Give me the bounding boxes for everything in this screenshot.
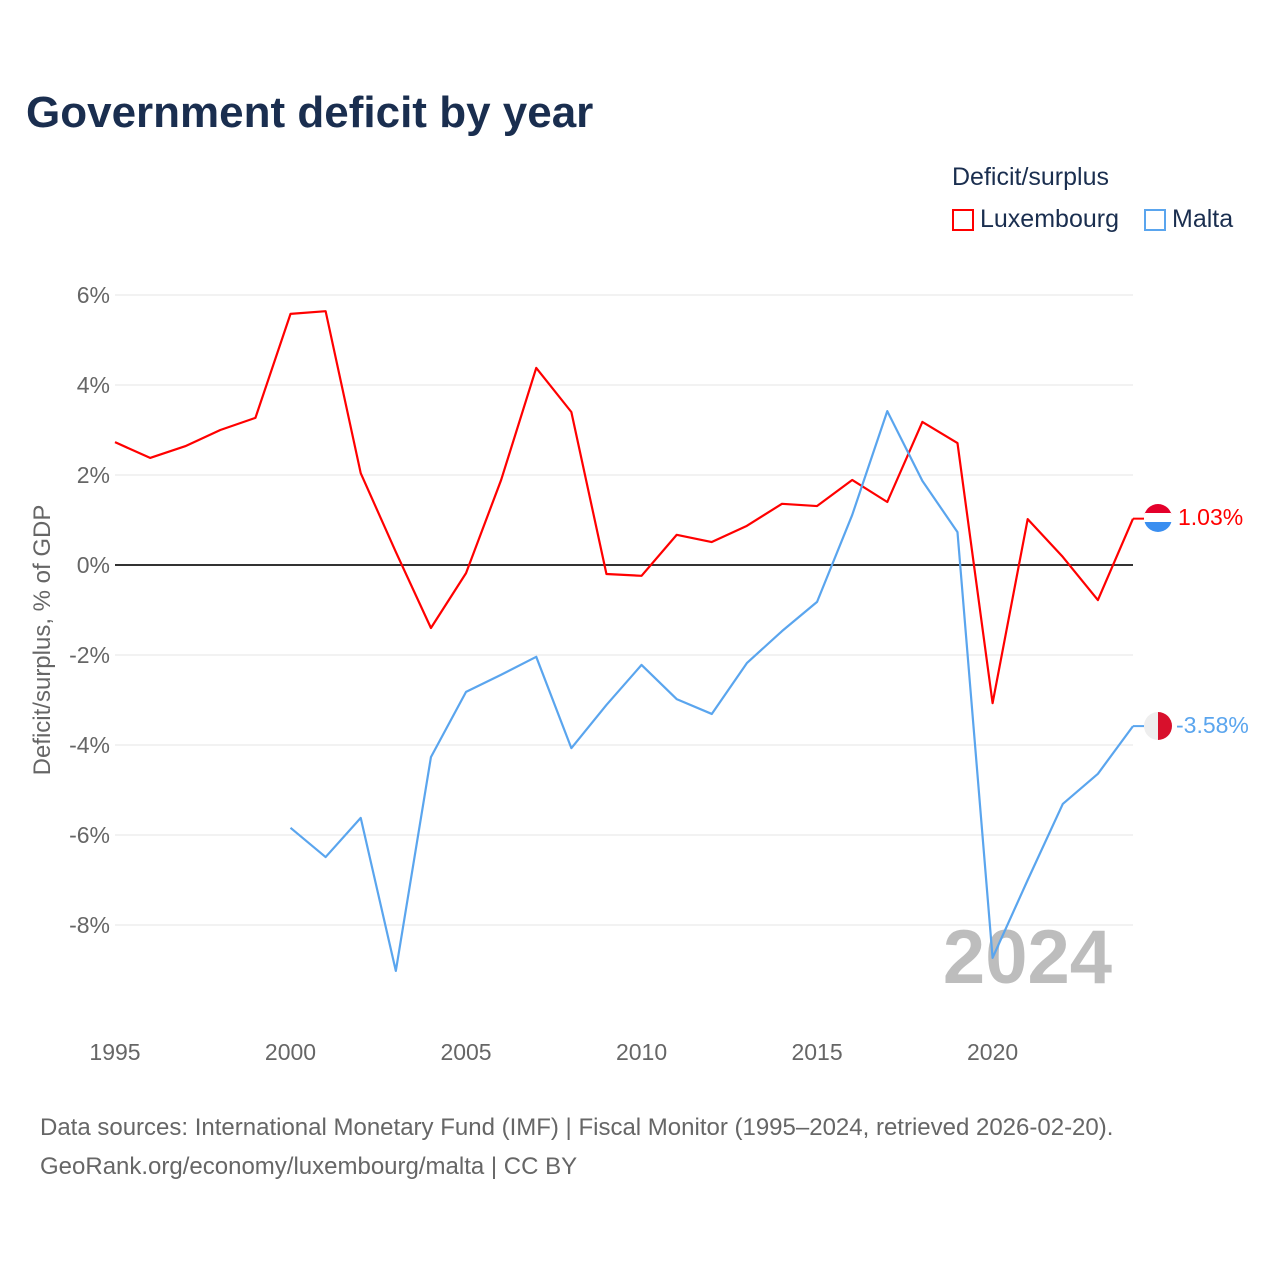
data-point-luxembourg <box>289 312 293 316</box>
data-point-luxembourg <box>183 444 187 448</box>
data-point-malta <box>359 816 363 820</box>
y-tick-label: 6% <box>77 282 110 308</box>
data-point-malta <box>640 663 644 667</box>
data-point-luxembourg <box>218 428 222 432</box>
data-point-luxembourg <box>394 550 398 554</box>
x-tick-label: 1995 <box>89 1039 140 1065</box>
data-point-luxembourg <box>780 502 784 506</box>
y-tick-label: 4% <box>77 372 110 398</box>
data-point-luxembourg <box>359 471 363 475</box>
data-point-luxembourg <box>1096 598 1100 602</box>
data-point-luxembourg <box>113 440 117 444</box>
data-point-luxembourg <box>499 478 503 482</box>
data-point-malta <box>534 655 538 659</box>
legend-title: Deficit/surplus <box>952 163 1109 191</box>
end-label-malta: -3.58% <box>1176 712 1249 738</box>
footer: Data sources: International Monetary Fun… <box>40 1108 1113 1186</box>
data-source-text: Data sources: International Monetary Fun… <box>40 1114 1114 1141</box>
data-point-malta <box>1061 802 1065 806</box>
legend-item-luxembourg[interactable]: Luxembourg <box>952 205 1119 234</box>
series-line-malta <box>289 410 1134 973</box>
data-point-luxembourg <box>569 410 573 414</box>
y-tick-label: -4% <box>69 732 110 758</box>
data-point-luxembourg <box>429 626 433 630</box>
series-line-luxembourg <box>114 310 1135 705</box>
luxembourg-flag-icon <box>1144 504 1172 532</box>
data-point-malta <box>324 855 328 859</box>
chart-title: Government deficit by year <box>26 88 594 137</box>
data-point-malta <box>1096 772 1100 776</box>
x-tick-label: 2010 <box>616 1039 667 1065</box>
data-point-malta <box>289 826 293 830</box>
year-watermark: 2024 <box>943 915 1112 1000</box>
y-tick-label: 2% <box>77 462 110 488</box>
data-point-malta <box>885 409 889 413</box>
data-point-luxembourg <box>885 500 889 504</box>
data-point-luxembourg <box>148 456 152 460</box>
data-point-malta <box>1026 878 1030 882</box>
y-axis-label: Deficit/surplus, % of GDP <box>29 505 56 776</box>
data-point-malta <box>745 661 749 665</box>
data-point-malta <box>604 703 608 707</box>
y-tick-label: -2% <box>69 642 110 668</box>
data-point-luxembourg <box>253 416 257 420</box>
data-point-malta <box>850 513 854 517</box>
data-point-luxembourg <box>745 524 749 528</box>
y-tick-label: -6% <box>69 822 110 848</box>
data-point-malta <box>675 697 679 701</box>
x-tick-label: 2015 <box>791 1039 842 1065</box>
end-label-luxembourg: 1.03% <box>1178 504 1243 530</box>
data-point-luxembourg <box>920 420 924 424</box>
legend-label-malta: Malta <box>1172 205 1234 233</box>
data-point-luxembourg <box>604 572 608 576</box>
data-point-malta <box>920 479 924 483</box>
data-point-malta <box>569 746 573 750</box>
attribution-link[interactable]: GeoRank.org/economy/luxembourg/malta | C… <box>40 1153 578 1180</box>
data-point-malta <box>991 956 995 960</box>
data-point-luxembourg <box>1026 517 1030 521</box>
x-tick-label: 2000 <box>265 1039 316 1065</box>
y-tick-label: 0% <box>77 552 110 578</box>
legend-swatch-luxembourg <box>952 208 974 231</box>
data-point-malta <box>710 712 714 716</box>
x-tick-label: 2020 <box>967 1039 1018 1065</box>
data-point-luxembourg <box>640 574 644 578</box>
data-point-malta <box>955 530 959 534</box>
legend-label-luxembourg: Luxembourg <box>980 205 1119 233</box>
data-point-malta <box>780 629 784 633</box>
data-point-luxembourg <box>850 478 854 482</box>
data-point-malta <box>815 600 819 604</box>
data-point-luxembourg <box>991 701 995 705</box>
data-point-luxembourg <box>675 533 679 537</box>
legend-swatch-malta <box>1144 208 1166 231</box>
y-tick-label: -8% <box>69 912 110 938</box>
data-point-malta <box>499 673 503 677</box>
legend-item-malta[interactable]: Malta <box>1144 205 1233 234</box>
malta-flag-icon <box>1144 712 1172 740</box>
data-point-luxembourg <box>815 504 819 508</box>
data-point-luxembourg <box>955 441 959 445</box>
data-point-luxembourg <box>324 309 328 313</box>
data-point-malta <box>464 690 468 694</box>
data-point-malta <box>429 755 433 759</box>
data-point-luxembourg <box>1061 555 1065 559</box>
data-point-malta <box>394 969 398 973</box>
data-point-luxembourg <box>534 366 538 370</box>
data-point-luxembourg <box>464 571 468 575</box>
data-point-luxembourg <box>710 540 714 544</box>
x-tick-label: 2005 <box>440 1039 491 1065</box>
